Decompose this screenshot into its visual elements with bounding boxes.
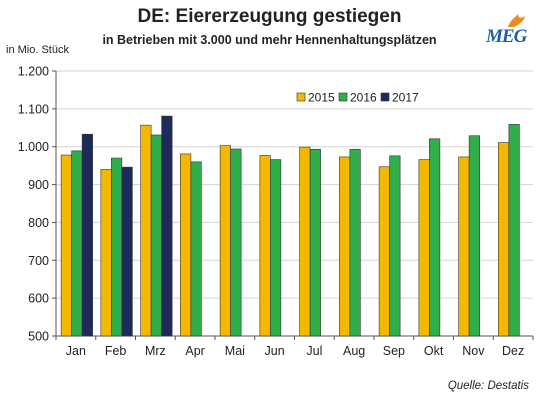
source-note: Quelle: Destatis bbox=[447, 380, 529, 392]
x-tick-label: Jan bbox=[66, 344, 86, 358]
bar-2015-mrz bbox=[140, 124, 152, 337]
y-tick-label: 1.200 bbox=[18, 65, 49, 79]
legend-swatch-2016 bbox=[338, 92, 348, 102]
bar-2015-apr bbox=[180, 153, 192, 337]
bar-2016-feb bbox=[111, 157, 123, 337]
chart-subtitle: in Betrieben mit 3.000 und mehr Hennenha… bbox=[102, 33, 437, 47]
chart-title: DE: Eiererzeugung gestiegen bbox=[137, 6, 402, 27]
bar-2016-okt bbox=[429, 138, 441, 337]
y-tick-label: 600 bbox=[28, 292, 49, 306]
bar-2015-nov bbox=[458, 156, 470, 337]
bar-2015-dez bbox=[498, 142, 510, 337]
bar-2016-sep bbox=[389, 155, 401, 337]
x-tick-label: Jul bbox=[306, 344, 322, 358]
bar-2017-jan bbox=[81, 133, 93, 337]
legend-swatch-2015 bbox=[296, 92, 306, 102]
bar-2016-jan bbox=[71, 150, 83, 337]
bar-2015-jun bbox=[259, 155, 271, 337]
bar-2016-mai bbox=[230, 148, 242, 337]
y-tick-label: 1.000 bbox=[18, 140, 49, 154]
flame-icon bbox=[508, 14, 525, 27]
bar-2015-feb bbox=[100, 169, 112, 337]
bar-2015-jan bbox=[60, 154, 72, 337]
bar-2016-nov bbox=[468, 135, 480, 337]
bar-2016-dez bbox=[508, 124, 520, 337]
meg-logo: MEG bbox=[486, 12, 530, 47]
bar-2017-feb bbox=[121, 166, 133, 337]
legend-label-2017: 2017 bbox=[392, 91, 419, 105]
bar-2016-aug bbox=[349, 149, 361, 337]
bar-2016-jun bbox=[270, 159, 282, 337]
x-tick-label: Nov bbox=[462, 344, 485, 358]
x-tick-label: Okt bbox=[424, 344, 444, 358]
y-tick-label: 1.100 bbox=[18, 102, 49, 116]
logo-text: MEG bbox=[486, 26, 527, 47]
x-tick-label: Mai bbox=[225, 344, 245, 358]
x-tick-label: Aug bbox=[343, 344, 365, 358]
bar-2015-jul bbox=[299, 146, 311, 337]
y-axis-unit-label: in Mio. Stück bbox=[6, 44, 69, 56]
bar-2017-mrz bbox=[161, 115, 173, 337]
legend-label-2016: 2016 bbox=[350, 91, 377, 105]
bar-2015-okt bbox=[418, 159, 430, 337]
y-tick-label: 500 bbox=[28, 330, 49, 344]
x-tick-label: Feb bbox=[105, 344, 127, 358]
legend-swatch-2017 bbox=[380, 92, 390, 102]
bar-2016-mrz bbox=[150, 134, 162, 337]
legend-label-2015: 2015 bbox=[308, 91, 335, 105]
y-tick-label: 900 bbox=[28, 178, 49, 192]
x-tick-label: Dez bbox=[502, 344, 524, 358]
x-tick-label: Sep bbox=[383, 344, 405, 358]
x-tick-label: Jun bbox=[265, 344, 285, 358]
y-tick-label: 800 bbox=[28, 216, 49, 230]
x-tick-label: Apr bbox=[185, 344, 204, 358]
bar-2016-apr bbox=[190, 161, 202, 337]
bar-2015-aug bbox=[339, 156, 351, 337]
bar-2015-sep bbox=[378, 166, 390, 337]
x-tick-label: Mrz bbox=[145, 344, 166, 358]
y-tick-label: 700 bbox=[28, 254, 49, 268]
bar-2016-jul bbox=[309, 149, 321, 337]
bar-2015-mai bbox=[219, 145, 231, 337]
